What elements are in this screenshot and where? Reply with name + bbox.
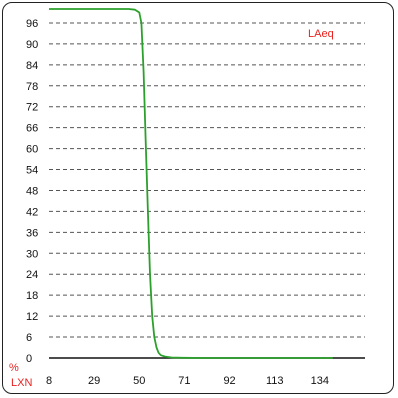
y-tick-label-30: 30	[26, 248, 38, 260]
y-tick-label-48: 48	[26, 185, 38, 197]
x-tick-label-29: 29	[88, 375, 100, 387]
y-tick-label-66: 66	[26, 123, 38, 135]
y-tick-label-36: 36	[26, 227, 38, 239]
x-tick-label-71: 71	[178, 375, 190, 387]
y-tick-label-90: 90	[26, 39, 38, 51]
x-tick-label-8: 8	[46, 375, 52, 387]
y-tick-label-42: 42	[26, 206, 38, 218]
y-axis-label: %	[9, 362, 19, 374]
y-tick-label-12: 12	[26, 311, 38, 323]
y-tick-label-72: 72	[26, 102, 38, 114]
x-tick-label-50: 50	[133, 375, 145, 387]
percentile-chart: 0 6 12 18 24 30 36 42 48 54 60 66 72 78 84 90 96 8 29 50 71…	[9, 8, 365, 389]
y-tick-label-24: 24	[26, 269, 38, 281]
series-line-0	[49, 8, 333, 359]
y-tick-label-54: 54	[26, 165, 38, 177]
x-tick-label-134: 134	[311, 375, 329, 387]
y-tick-label-0: 0	[26, 353, 32, 365]
x-axis-label: LXN	[11, 377, 32, 389]
y-tick-label-18: 18	[26, 290, 38, 302]
legend-laeq: LAeq	[308, 28, 334, 40]
y-tick-label-78: 78	[26, 81, 38, 93]
x-tick-label-113: 113	[266, 375, 284, 387]
y-tick-label-60: 60	[26, 144, 38, 156]
y-tick-label-96: 96	[26, 18, 38, 30]
chart-frame: 0 6 12 18 24 30 36 42 48 54 60 66 72 78 84 90 96 8 29 50 71…	[2, 2, 394, 394]
y-tick-label-6: 6	[26, 332, 32, 344]
y-tick-label-84: 84	[26, 60, 38, 72]
x-tick-label-92: 92	[223, 375, 235, 387]
